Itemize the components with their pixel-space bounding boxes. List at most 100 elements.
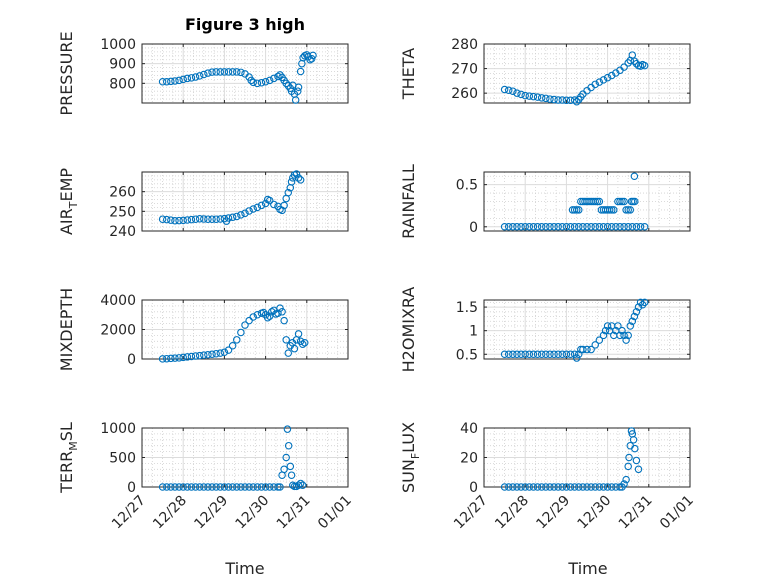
axes-box: [141, 43, 349, 104]
y-axis-label: AIRTEMP: [57, 168, 80, 235]
data-point: [208, 483, 216, 491]
data-point: [624, 462, 632, 471]
data-point: [640, 61, 649, 70]
data-point: [228, 483, 237, 491]
data-point: [183, 483, 192, 491]
data-point: [289, 481, 297, 489]
y-tick-label: 0: [469, 220, 478, 236]
data-point: [200, 215, 208, 223]
data-point: [595, 223, 604, 231]
data-point: [570, 206, 579, 214]
data-point: [605, 206, 614, 214]
data-point: [616, 331, 624, 340]
data-point: [521, 91, 529, 100]
data-point: [517, 223, 525, 231]
data-point: [265, 76, 274, 85]
data-point: [245, 207, 253, 215]
data-point: [599, 76, 608, 84]
y-tick-label: 0: [127, 480, 136, 496]
data-point: [298, 481, 307, 489]
data-point: [622, 336, 630, 344]
data-point: [158, 355, 167, 363]
data-point: [191, 73, 200, 81]
data-point: [631, 197, 639, 206]
data-point: [517, 483, 525, 491]
data-point: [607, 223, 616, 231]
data-point: [291, 96, 300, 104]
data-point: [500, 85, 509, 94]
data-point: [200, 483, 208, 491]
data-point: [216, 68, 225, 76]
data-point: [212, 349, 220, 358]
data-point: [179, 483, 187, 491]
data-point: [208, 350, 216, 359]
data-point: [632, 223, 641, 231]
data-point: [509, 87, 517, 95]
data-point: [537, 483, 546, 491]
axes-box: [141, 171, 349, 232]
y-axis-label: H2OMIXRA: [399, 287, 418, 373]
data-point: [509, 223, 517, 231]
data-point: [521, 350, 529, 359]
data-point: [612, 223, 620, 231]
data-point: [630, 172, 639, 180]
data-point: [195, 351, 204, 360]
data-point: [616, 197, 624, 206]
data-point: [241, 321, 249, 329]
data-point: [504, 223, 513, 231]
y-tick-label: 0.5: [456, 178, 478, 194]
data-point: [224, 346, 233, 354]
x-tick-label: 12/27: [109, 493, 149, 533]
x-tick-label: 01/01: [315, 493, 355, 533]
x-tick-label: 12/28: [150, 493, 190, 533]
y-tick-label: 240: [109, 224, 136, 240]
data-point: [624, 206, 632, 214]
plot-area: [142, 44, 348, 103]
data-point: [504, 350, 513, 359]
data-point: [175, 483, 183, 491]
data-point: [595, 336, 604, 344]
y-tick-label: 800: [109, 76, 136, 92]
data-point: [513, 483, 521, 491]
data-point: [274, 483, 282, 491]
data-point: [546, 223, 554, 231]
data-point: [179, 353, 187, 362]
data-point: [294, 330, 303, 338]
data-point: [599, 223, 608, 231]
y-tick-label: 1.5: [456, 300, 478, 316]
data-point: [575, 206, 583, 214]
data-point: [158, 483, 167, 491]
data-point: [570, 483, 579, 491]
data-point: [187, 483, 196, 491]
data-point: [278, 308, 286, 316]
data-point: [546, 350, 554, 359]
data-point: [542, 94, 550, 103]
data-point: [282, 453, 290, 462]
data-point: [595, 78, 604, 86]
x-tick-label: 12/29: [191, 493, 231, 533]
data-point: [562, 483, 571, 491]
data-point: [610, 206, 618, 214]
data-point: [300, 339, 309, 347]
data-point: [290, 344, 299, 353]
x-tick-label: 12/27: [451, 493, 491, 533]
data-point: [292, 170, 301, 178]
data-point: [253, 483, 262, 491]
data-point: [220, 348, 229, 356]
data-point: [175, 216, 183, 225]
data-point: [583, 345, 591, 354]
data-point: [191, 352, 200, 360]
data-point: [167, 354, 175, 363]
data-point: [583, 223, 591, 231]
data-point: [550, 223, 558, 231]
data-point: [171, 217, 179, 225]
y-tick-label: 1: [469, 324, 478, 340]
y-tick-label: 1000: [100, 421, 136, 437]
data-point: [284, 188, 293, 197]
data-point: [630, 57, 639, 65]
data-point: [200, 70, 208, 79]
data-point: [579, 345, 587, 354]
y-tick-label: 260: [109, 185, 136, 201]
data-point: [179, 75, 187, 84]
subplot-theta: 260 270 280 THETA: [399, 37, 691, 106]
